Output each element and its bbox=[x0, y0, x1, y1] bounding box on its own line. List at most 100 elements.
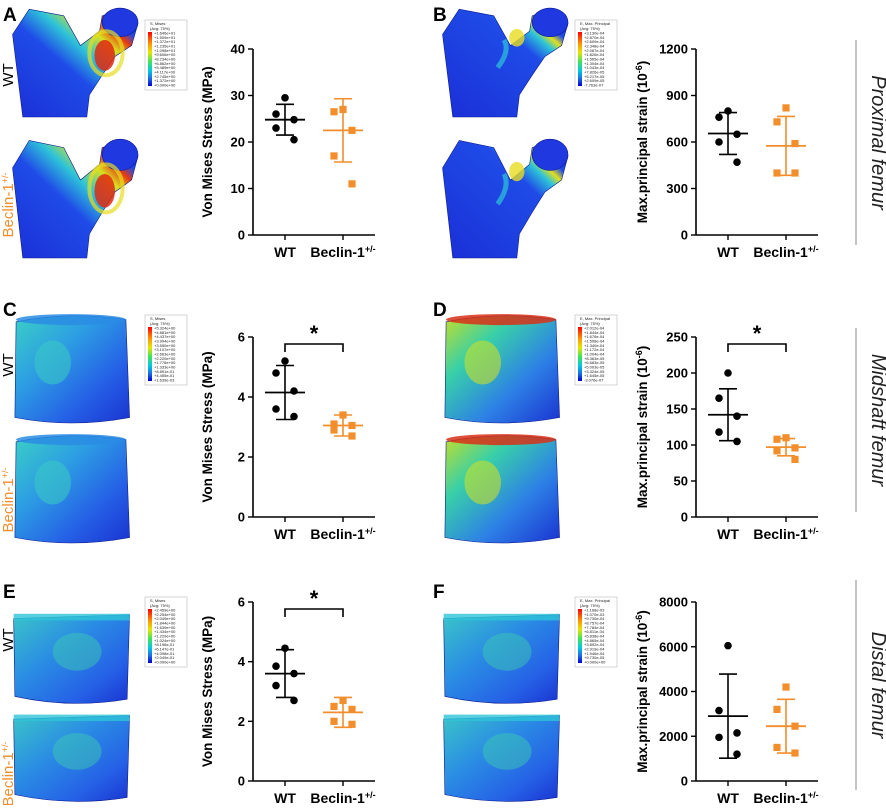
panel-label: D bbox=[433, 300, 447, 321]
data-point bbox=[773, 447, 781, 455]
y-tick-label: 250 bbox=[666, 330, 688, 345]
legend-value: +8.196e-01 bbox=[154, 642, 175, 647]
legend-value: +2.609e-04 bbox=[584, 39, 605, 44]
fe-top-rim bbox=[446, 434, 556, 446]
y-tick-label: 0 bbox=[238, 774, 245, 789]
panel-label: F bbox=[433, 582, 445, 603]
legend-value: +1.946e-04 bbox=[584, 651, 605, 656]
section-label: Proximal femur bbox=[867, 75, 886, 211]
y-tick-label: 2 bbox=[238, 714, 245, 729]
fe-top-rim bbox=[13, 613, 130, 621]
scatter-plot-D: 0 50 100 150 200 250 Max.principal strain (10-… bbox=[634, 321, 819, 542]
legend-value: +2.745e+00 bbox=[154, 74, 176, 79]
legend-value: +5.489e+00 bbox=[154, 65, 176, 70]
legend-value: +7.784e-04 bbox=[584, 625, 605, 630]
panel-label: E bbox=[3, 582, 16, 603]
y-tick-label: 2000 bbox=[659, 729, 688, 744]
data-point bbox=[724, 107, 732, 115]
scatter-plot-B: 0 300 600 900 1200 Max.principal strain (10-6… bbox=[634, 42, 819, 261]
fe-model-B-top bbox=[442, 7, 569, 118]
y-tick-label: 6000 bbox=[659, 639, 688, 654]
x-tick-label: WT bbox=[717, 244, 739, 260]
legend-colorbar bbox=[578, 327, 582, 381]
data-point bbox=[715, 706, 723, 715]
legend-colorbar bbox=[148, 327, 152, 381]
data-point bbox=[272, 110, 280, 118]
data-point bbox=[773, 743, 781, 752]
scatter-plot-A: 0 10 20 30 40 Von Mises Stress (MPa) WT Beclin-… bbox=[200, 42, 376, 261]
significance-star: * bbox=[310, 321, 319, 346]
series-beclin bbox=[323, 696, 363, 729]
legend-value: +2.870e-04 bbox=[584, 35, 605, 40]
data-point bbox=[724, 369, 732, 377]
legend-value: +1.645e-05 bbox=[584, 373, 605, 378]
fe-top-rim bbox=[443, 714, 560, 722]
legend-title: E, Max. Principal bbox=[580, 598, 610, 603]
legend-value: +1.826e-04 bbox=[584, 52, 605, 57]
y-tick-label: 4 bbox=[238, 654, 246, 669]
series-wt bbox=[265, 94, 305, 144]
legend-value: +1.304e-04 bbox=[584, 61, 605, 66]
y-axis-label: Von Mises Stress (MPa) bbox=[200, 351, 215, 502]
data-point bbox=[791, 139, 799, 148]
legend-value: +5.838e-04 bbox=[584, 634, 605, 639]
data-point bbox=[733, 130, 741, 139]
significance-star: * bbox=[753, 321, 762, 346]
panel-label: C bbox=[3, 300, 17, 321]
fe-top-rim bbox=[446, 314, 556, 326]
legend-value: +1.070e-03 bbox=[584, 612, 605, 617]
data-point bbox=[281, 94, 289, 102]
legend-colorbar bbox=[578, 609, 582, 663]
panel-D: D E, Max. Principal(Avg: 75%)+2.012e-04+1… bbox=[433, 300, 819, 544]
y-tick-label: 20 bbox=[231, 135, 245, 150]
y-tick-label: 50 bbox=[674, 474, 688, 489]
legend-value: +1.333e+00 bbox=[154, 365, 176, 370]
y-tick-label: 0 bbox=[681, 228, 688, 243]
legend-value: +9.606e+00 bbox=[154, 52, 176, 57]
legend-value: +1.646e+01 bbox=[154, 31, 176, 36]
data-point bbox=[330, 108, 338, 116]
y-tick-label: 30 bbox=[231, 88, 245, 103]
y-tick-label: 1200 bbox=[659, 42, 688, 57]
data-point bbox=[724, 641, 732, 650]
scatter-plot-F: 0 2000 4000 6000 8000 Max.principal strain (1… bbox=[634, 595, 819, 807]
x-tick-label: Beclin-1+/- bbox=[753, 790, 818, 805]
significance-star: * bbox=[310, 586, 319, 611]
legend-title: E, Max. Principal bbox=[580, 316, 610, 321]
legend-value: +1.372e+01 bbox=[154, 39, 176, 44]
legend-value: +0.000e+00 bbox=[154, 83, 176, 88]
fe-top-rim bbox=[16, 434, 126, 446]
legend-value: +1.372e+00 bbox=[154, 78, 176, 83]
genotype-label-beclin: Beclin-1+/- bbox=[0, 742, 17, 805]
fe-model-C-top bbox=[14, 314, 130, 424]
legend-value: +1.676e-04 bbox=[584, 334, 605, 339]
legend-value: +6.811e-04 bbox=[584, 629, 605, 634]
data-point bbox=[782, 104, 790, 112]
y-axis-label: Max.principal strain (10-6) bbox=[634, 346, 650, 509]
data-point bbox=[281, 357, 289, 365]
data-point bbox=[715, 394, 723, 403]
data-point bbox=[330, 426, 338, 434]
legend-value: +2.012e-04 bbox=[584, 326, 605, 331]
fe-contour bbox=[87, 162, 125, 215]
legend-title: S, Mises bbox=[150, 21, 165, 26]
legend-subtitle: (Avg: 75%) bbox=[150, 321, 170, 326]
fe-contour bbox=[482, 733, 532, 770]
data-point bbox=[348, 180, 356, 188]
legend-value: +4.098e-01 bbox=[154, 651, 175, 656]
legend-value: -3.076e-07 bbox=[584, 378, 604, 383]
data-point bbox=[290, 696, 298, 705]
legend-value: +1.043e-04 bbox=[584, 65, 605, 70]
data-point bbox=[773, 118, 781, 126]
x-tick-label: Beclin-1+/- bbox=[753, 244, 818, 260]
fe-model-F-bottom bbox=[443, 714, 560, 802]
legend-subtitle: (Avg: 75%) bbox=[580, 603, 600, 608]
legend-value: +9.730e-04 bbox=[584, 616, 605, 621]
legend-value: +2.087e-04 bbox=[584, 48, 605, 53]
y-tick-label: 2 bbox=[238, 450, 245, 465]
fe-contour bbox=[495, 172, 509, 206]
panel-C: C S, Mises(Avg: 75%)+5.324e+00+4.881e+00+… bbox=[0, 300, 376, 544]
legend-value: +8.363e-05 bbox=[584, 356, 605, 361]
x-tick-label: WT bbox=[717, 526, 739, 542]
